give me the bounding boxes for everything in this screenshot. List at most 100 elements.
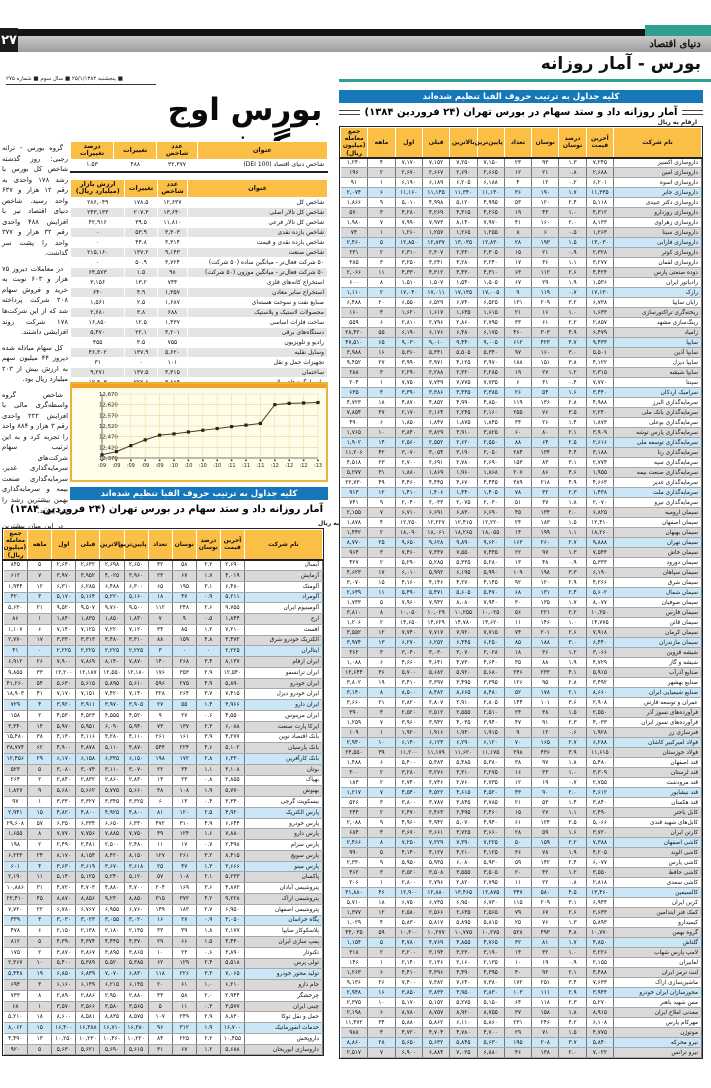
value-cell: ۲.۶ bbox=[196, 602, 221, 615]
value-cell: ۶۸ bbox=[504, 587, 533, 599]
value-cell: ۵,۶۱۵ bbox=[75, 678, 101, 690]
value-cell: ۳۴ bbox=[367, 1017, 396, 1029]
value-cell: ۷,۷۳۹ bbox=[422, 377, 451, 389]
value-cell: ۵,۳۳۵ bbox=[449, 557, 478, 569]
value-cell: ۲.۰ bbox=[558, 1047, 587, 1059]
value-cell: ۲,۴۹۰ bbox=[51, 839, 77, 851]
value-cell: ۷,۲۵۰ bbox=[395, 837, 423, 849]
article-paragraph: شاخص گروه واسطه‌گری مالی با افزایش ۲۲۲ و… bbox=[2, 390, 68, 515]
value-cell: ۱۱ bbox=[504, 877, 533, 889]
value-cell: ۲.۰ bbox=[558, 217, 587, 229]
value-cell: ۱۰۱ bbox=[531, 697, 560, 709]
name-cell: کاشی الوند bbox=[613, 847, 702, 859]
value-cell: ۴.۸ bbox=[196, 635, 221, 647]
value-cell: ۱۲ bbox=[531, 727, 560, 739]
value-cell: ۴۳ bbox=[531, 207, 560, 219]
name-cell: پتروشیمی آبادان bbox=[244, 882, 323, 894]
value-cell: ۴,۷۸۰ bbox=[449, 1027, 478, 1039]
value-cell: ۱۲ bbox=[504, 777, 533, 789]
value-cell: ۱,۶۳۵ bbox=[449, 307, 478, 319]
value-cell: ۸۵ bbox=[172, 624, 197, 636]
name-cell: فولاد امیرکبیر کاشان bbox=[613, 737, 702, 749]
name-cell: فولاد خوزستان bbox=[613, 747, 702, 759]
value-cell: ۱۲۶ bbox=[504, 677, 533, 689]
value-cell: ۴ bbox=[27, 699, 53, 711]
value-cell: ۴,۱۱۰ bbox=[124, 732, 149, 744]
value-cell: ۱,۶۱۷ bbox=[422, 307, 451, 319]
name-cell: شاخص دنیای اقتصاد (DEI 100) bbox=[197, 159, 327, 169]
value-cell: ۳,۷۲۵ bbox=[449, 827, 478, 839]
table-row: فولاد امیرکبیر کاشان ۶,۲۸۸ ۲.۷ ۱۶۵ ۷۰ ۶,۱۲۰ ۶,… bbox=[340, 737, 702, 749]
value-cell: ۴,۷۰۰ bbox=[124, 882, 149, 894]
column-header: پایین‌ترین bbox=[475, 126, 505, 159]
value-cell: ۵,۶۱۵ bbox=[124, 1044, 149, 1056]
value-cell: ۴۴ bbox=[148, 990, 173, 1002]
value-cell: ۲,۴۷۰ bbox=[395, 807, 423, 819]
value-cell: ۹ bbox=[148, 710, 173, 722]
value-cell: ۲۴۹ bbox=[172, 1011, 197, 1024]
value-cell: ۲۴ bbox=[504, 707, 533, 719]
value-cell: ۳.۰ bbox=[558, 637, 587, 649]
masthead-teal-block bbox=[645, 25, 711, 36]
value-cell: ۲۶ bbox=[27, 656, 53, 668]
table-row: ۵۰ شرکت فعال‌تر - میانگین ساده (۵۰ شرکت)… bbox=[71, 257, 327, 267]
value-cell: ۶,۲۸۵ bbox=[75, 581, 101, 593]
value-cell: ۳,۹۲۰ bbox=[51, 699, 77, 711]
name-cell: سیمان قائن bbox=[613, 617, 702, 629]
value-cell: ۶,۴۸۰ bbox=[449, 327, 478, 339]
value-cell: ۱۵۹ bbox=[531, 837, 560, 849]
value-cell: ۱۱,۸۱۰ bbox=[157, 217, 188, 227]
value-cell: ۲,۲۲۵ bbox=[220, 645, 246, 658]
value-cell: ۱۲,۶۳۷ bbox=[157, 197, 188, 207]
value-cell: ۱.۷ bbox=[558, 187, 587, 199]
name-cell: دستگاه‌های برقی bbox=[188, 327, 327, 337]
value-cell: ۲۱۸ bbox=[531, 477, 560, 489]
value-cell: ۴ bbox=[367, 157, 396, 169]
value-cell: ۲,۴۶۰ bbox=[477, 807, 505, 819]
value-cell: ۱ bbox=[27, 796, 53, 808]
value-cell: ۳۵۳ bbox=[172, 667, 197, 679]
value-cell: ۱۱۹ bbox=[531, 287, 560, 299]
value-cell: ۶,۰۸۰ bbox=[449, 857, 478, 869]
value-cell: ۴.۶ bbox=[558, 467, 587, 479]
value-cell: ۵۳ bbox=[504, 197, 533, 209]
value-cell: ۷ bbox=[367, 787, 396, 799]
name-cell: آبسال bbox=[244, 559, 323, 572]
value-cell: ۲۴ bbox=[27, 850, 53, 862]
value-cell: ۳,۱۴۰ bbox=[340, 687, 369, 699]
value-cell: ۶,۰۹۰ bbox=[99, 721, 125, 733]
value-cell: ۲۳ bbox=[504, 157, 533, 169]
value-cell: ۵,۸۹۳ bbox=[586, 917, 615, 929]
value-cell: ۲,۵۵۰ bbox=[477, 437, 505, 449]
value-cell: ۱,۸۴۰ bbox=[51, 613, 77, 625]
value-cell: ۶,۸۳۰ bbox=[449, 507, 478, 519]
name-cell: کالسیمین bbox=[613, 887, 702, 899]
value-cell: ۲,۴۸۰ bbox=[124, 839, 149, 851]
value-cell: ۲۶ bbox=[531, 417, 560, 429]
value-cell: ۱.۲ bbox=[558, 367, 587, 379]
value-cell: ۸ bbox=[367, 277, 396, 289]
value-cell: ۱۱۲ bbox=[531, 267, 560, 279]
value-cell: ۲,۸۱۸ bbox=[586, 877, 615, 889]
name-cell: داروسازی کوثر bbox=[613, 247, 702, 259]
name-cell: مس شهید باهنر bbox=[613, 997, 702, 1009]
value-cell: ۲.۵ bbox=[558, 437, 587, 449]
value-cell: ۱۱۵ bbox=[504, 897, 533, 909]
value-cell: ۱.۷ bbox=[196, 570, 221, 582]
value-cell: ۲,۸۶۰ bbox=[99, 775, 125, 787]
value-cell: ۹۵ bbox=[531, 677, 560, 689]
name-cell: لعابیران bbox=[613, 957, 702, 969]
value-cell: ۲.۷ bbox=[196, 904, 221, 916]
value-cell: ۱.۸ bbox=[196, 925, 221, 938]
value-cell: ۸,۱۳۳ bbox=[586, 217, 615, 229]
column-header: بالاترین bbox=[99, 528, 125, 561]
value-cell: ۱۶ bbox=[367, 987, 396, 999]
name-cell: ارج bbox=[244, 613, 323, 625]
name-cell: بوتان bbox=[244, 764, 323, 776]
value-cell: ۷,۷۳۵ bbox=[477, 377, 505, 389]
article-paragraph: در معاملات دیروز ۷۵ هزار و ۶۰۳ نوبت به خ… bbox=[2, 264, 69, 337]
value-cell: ۱۸,۲۶۰ bbox=[586, 527, 615, 539]
value-cell: ۸,۵۷۵ bbox=[124, 1011, 149, 1024]
value-cell: ۱۹۸ bbox=[3, 839, 29, 851]
